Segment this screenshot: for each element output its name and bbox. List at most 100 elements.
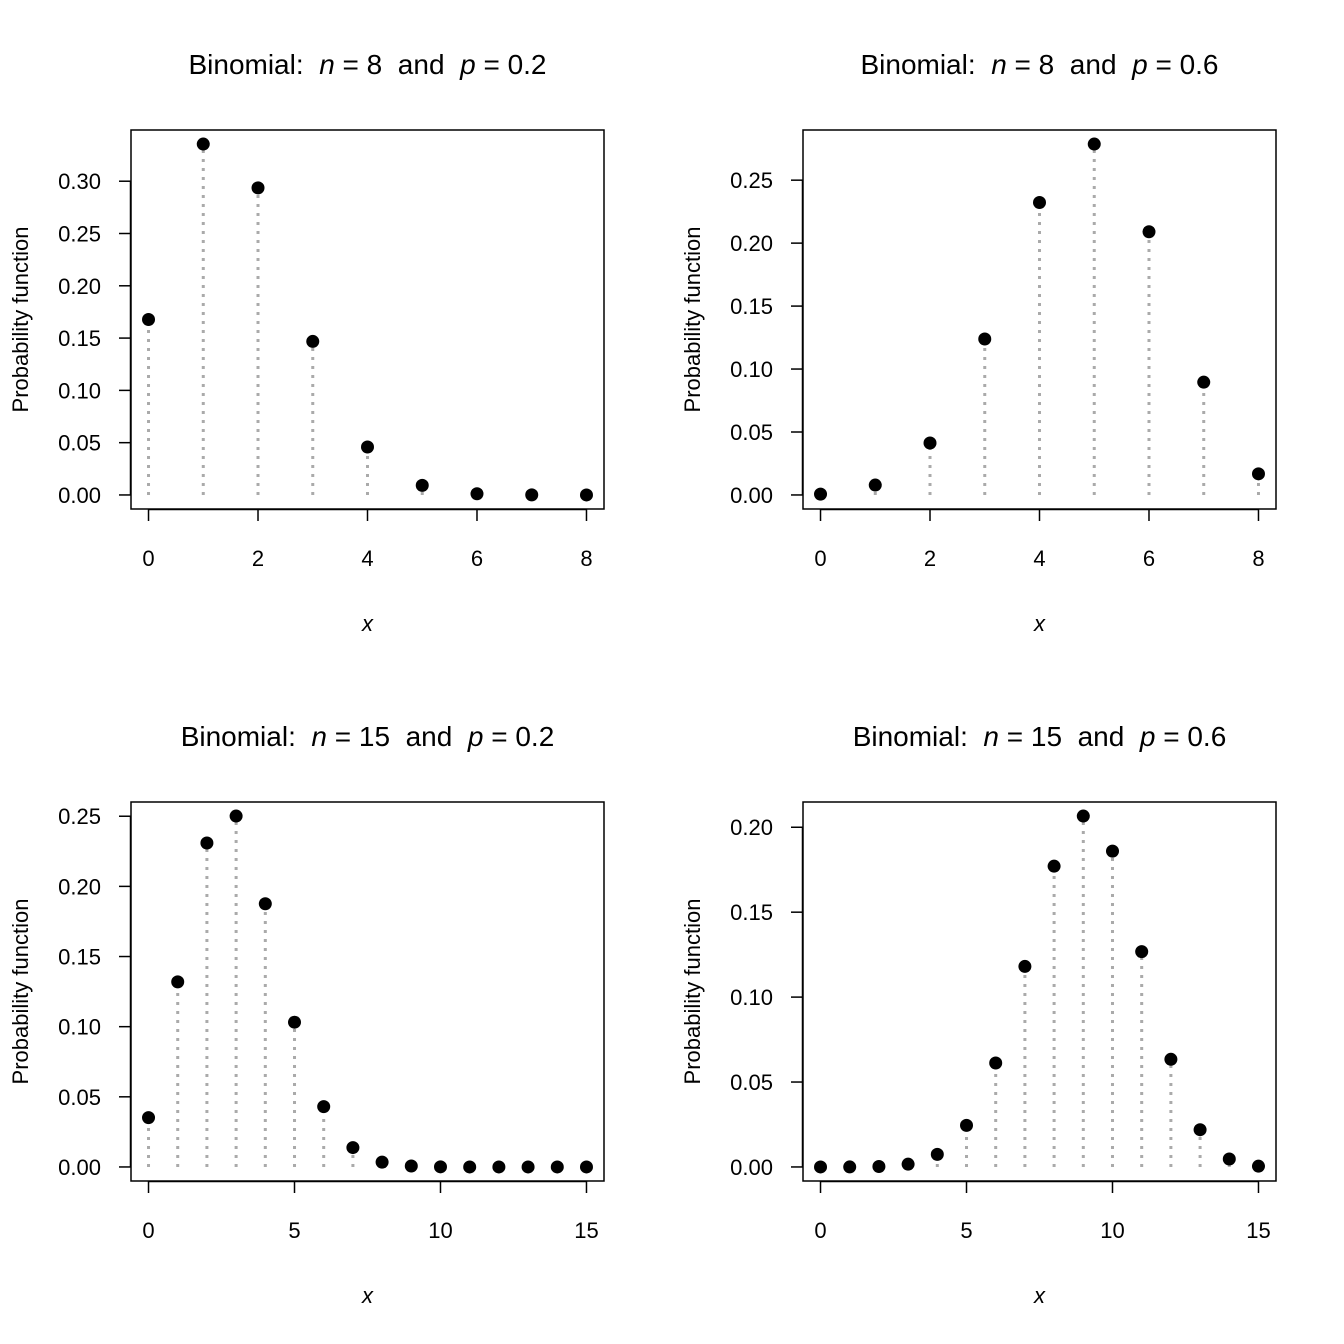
probability-point	[1018, 959, 1032, 973]
probability-point	[814, 1160, 828, 1174]
probability-point	[375, 1155, 389, 1169]
title-segment: Binomial:	[860, 49, 991, 80]
title-segment: p	[459, 49, 476, 80]
y-axis-label: Probability function	[680, 899, 705, 1085]
x-tick-label: 15	[1246, 1218, 1270, 1243]
probability-point	[930, 1147, 944, 1161]
y-tick-label: 0.10	[58, 1015, 101, 1040]
y-axis-label: Probability function	[680, 227, 705, 413]
y-tick-label: 0.00	[730, 483, 773, 508]
x-tick-label: 8	[1252, 546, 1264, 571]
probability-point	[415, 478, 429, 492]
probability-point	[1105, 844, 1119, 858]
title-segment: p	[1139, 721, 1156, 752]
probability-point	[521, 1160, 535, 1174]
y-tick-label: 0.00	[730, 1155, 773, 1180]
y-tick-label: 0.25	[58, 804, 101, 829]
title-segment: Binomial:	[181, 721, 312, 752]
probability-point	[251, 181, 265, 195]
y-tick-label: 0.20	[58, 274, 101, 299]
probability-point	[200, 836, 214, 850]
probability-point	[404, 1159, 418, 1173]
probability-point	[433, 1160, 447, 1174]
title-segment: = 0.6	[1148, 49, 1219, 80]
probability-point	[960, 1118, 974, 1132]
y-axis: 0.00 0.05 0.10 0.15 0.20 0.25	[58, 804, 132, 1180]
y-tick-label: 0.00	[58, 1155, 101, 1180]
x-tick-label: 15	[574, 1218, 598, 1243]
probability-point	[463, 1160, 477, 1174]
y-tick-label: 0.25	[730, 168, 773, 193]
probability-point	[525, 488, 539, 502]
title-segment: p	[1131, 49, 1148, 80]
title-segment: n	[983, 721, 999, 752]
x-tick-label: 0	[814, 546, 826, 571]
probability-point	[1135, 945, 1149, 959]
title-segment: n	[319, 49, 335, 80]
probability-point	[142, 1111, 156, 1125]
title-segment: = 0.6	[1155, 721, 1226, 752]
chart-title: Binomial: n = 8 and p = 0.6	[860, 49, 1218, 80]
title-segment: = 8 and	[1007, 49, 1132, 80]
y-tick-label: 0.05	[730, 1070, 773, 1095]
title-segment: = 15 and	[327, 721, 468, 752]
y-tick-label: 0.20	[730, 815, 773, 840]
y-tick-label: 0.10	[730, 985, 773, 1010]
probability-point	[1251, 1159, 1265, 1173]
y-axis-label: Probability function	[8, 227, 33, 413]
probability-point	[361, 440, 374, 454]
x-axis-label: x	[361, 1283, 374, 1308]
x-tick-label: 6	[471, 546, 483, 571]
probability-point	[346, 1141, 360, 1155]
probability-point	[1076, 809, 1090, 823]
probability-point	[1033, 196, 1046, 210]
probability-point	[1193, 1123, 1207, 1137]
probability-point	[814, 487, 828, 501]
y-tick-label: 0.15	[730, 294, 773, 319]
probability-point	[843, 1160, 857, 1174]
title-segment: = 0.2	[483, 721, 554, 752]
probability-point	[868, 478, 882, 492]
probability-point	[1251, 467, 1265, 481]
probability-point	[872, 1160, 886, 1174]
probability-point	[142, 313, 156, 326]
y-axis: 0.00 0.05 0.10 0.15 0.20 0.25 0.30	[58, 169, 132, 508]
x-tick-label: 5	[960, 1218, 972, 1243]
probability-point	[923, 436, 937, 450]
y-axis: 0.00 0.05 0.10 0.15 0.20 0.25	[730, 168, 804, 508]
y-tick-label: 0.15	[58, 326, 101, 351]
chart-title: Binomial: n = 15 and p = 0.6	[853, 721, 1227, 752]
x-tick-label: 4	[1033, 546, 1045, 571]
x-tick-label: 4	[361, 546, 373, 571]
probability-point	[901, 1157, 915, 1171]
y-axis: 0.00 0.05 0.10 0.15 0.20	[730, 815, 804, 1180]
x-tick-label: 10	[1100, 1218, 1124, 1243]
probability-point	[550, 1160, 564, 1174]
y-tick-label: 0.30	[58, 169, 101, 194]
probability-point	[989, 1056, 1003, 1070]
probability-point	[579, 488, 593, 502]
x-axis: 0 5 10 15	[814, 1180, 1271, 1243]
plot-frame	[130, 801, 605, 1182]
probability-point	[1087, 137, 1101, 151]
probability-point	[317, 1100, 331, 1114]
panel-4: Binomial: n = 15 and p = 0.60 5 10 15x0.000…	[680, 721, 1277, 1308]
probability-point	[978, 332, 992, 346]
title-segment: = 8 and	[335, 49, 460, 80]
probability-point	[288, 1015, 302, 1029]
x-tick-label: 2	[924, 546, 936, 571]
panel-1: Binomial: n = 8 and p = 0.20 2 4 6 8x0.000.0…	[8, 49, 605, 636]
title-segment: p	[467, 721, 484, 752]
x-tick-label: 10	[428, 1218, 452, 1243]
y-tick-label: 0.05	[58, 431, 101, 456]
x-tick-label: 0	[142, 1218, 154, 1243]
chart-title: Binomial: n = 15 and p = 0.2	[181, 721, 555, 752]
x-tick-label: 2	[252, 546, 264, 571]
y-tick-label: 0.25	[58, 222, 101, 247]
x-tick-label: 0	[814, 1218, 826, 1243]
x-axis: 0 5 10 15	[142, 1180, 599, 1243]
x-axis-label: x	[1033, 611, 1046, 636]
probability-point	[1197, 375, 1211, 389]
y-tick-label: 0.05	[58, 1085, 101, 1110]
